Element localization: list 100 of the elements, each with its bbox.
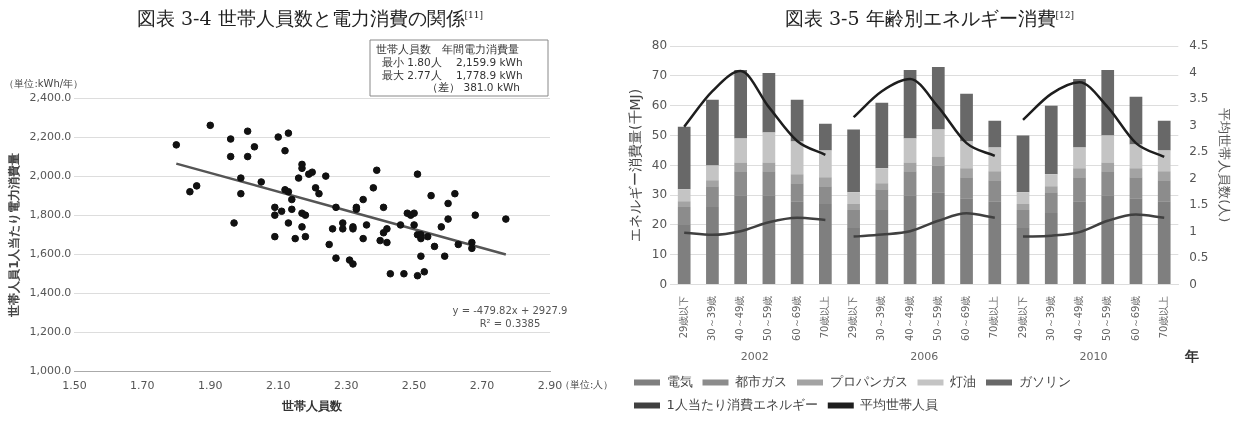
- bar: [875, 210, 889, 285]
- text: （差） 381.0 kWh: [427, 80, 520, 93]
- bar: [875, 183, 889, 190]
- bar: [875, 102, 889, 169]
- bar: [1044, 105, 1058, 175]
- bar: [734, 162, 748, 172]
- line-series: [682, 216, 827, 237]
- bar: [734, 171, 748, 196]
- bar: [960, 198, 973, 285]
- y2-tick-label: 3.5: [1189, 91, 1209, 106]
- bar: [1101, 70, 1115, 136]
- annotation: R² = 0.3385: [479, 317, 541, 329]
- bar: [960, 177, 973, 199]
- bar: [1101, 162, 1115, 172]
- x-tick-label: 2.30: [333, 378, 359, 392]
- bar: [762, 195, 776, 285]
- bar: [762, 132, 776, 163]
- x-tick-label: 50～59歳: [1101, 295, 1113, 341]
- bar: [1016, 192, 1030, 205]
- bar: [819, 204, 832, 285]
- bar: [875, 168, 889, 184]
- bar: [1016, 210, 1030, 228]
- y-tick-label: 60: [651, 97, 668, 112]
- bar: [931, 192, 945, 285]
- bar: [790, 174, 804, 184]
- y-axis-title: 世帯人員1人当たり電力消費量: [7, 152, 22, 318]
- y-tick-label: 1,400.0: [29, 286, 72, 300]
- bar: [847, 204, 860, 211]
- y-tick-label: 1,800.0: [29, 208, 72, 222]
- x-tick-label: 60～69歳: [960, 295, 972, 341]
- y2-tick-label: 2.5: [1189, 144, 1209, 159]
- y-tick-label: 10: [651, 246, 668, 261]
- bar: [931, 129, 945, 157]
- y-tick-label: 40: [651, 157, 668, 172]
- x-tick-label: 29歳以下: [677, 295, 689, 339]
- x-tick-label: 50～59歳: [931, 295, 943, 341]
- y2-axis-title: 平均世帯人員数(人): [1216, 108, 1232, 223]
- bar: [931, 165, 945, 193]
- bar: [931, 156, 945, 166]
- bar: [875, 189, 889, 211]
- line-series: [852, 77, 997, 158]
- y2-tick-label: 1.5: [1189, 197, 1209, 212]
- bar: [819, 123, 832, 151]
- bar: [1016, 135, 1030, 193]
- bar: [1044, 186, 1058, 193]
- x-tick-label: 40～49歳: [1073, 295, 1085, 341]
- bar: [734, 195, 748, 285]
- y-axis-title: エネルギー消費量(千MJ): [627, 88, 644, 242]
- line-series: [682, 69, 827, 157]
- chart-title: 図表 3-5 年齢別エネルギー消費$^{[12]}$: [783, 6, 1076, 32]
- legend-label: 平均世帯人員: [860, 396, 939, 412]
- bar: [960, 141, 973, 169]
- y-tick-label: 1,200.0: [29, 325, 72, 339]
- x-tick-label: 70歳以上: [988, 295, 1000, 339]
- bar: [1129, 177, 1143, 199]
- y-tick-label: 50: [651, 127, 668, 142]
- y2-tick-label: 4: [1189, 64, 1197, 79]
- x-tick-label: 30～39歳: [1044, 295, 1056, 341]
- bar: [1129, 198, 1143, 285]
- x-tick-label: 60～69歳: [790, 295, 802, 341]
- y2-tick-label: 1: [1189, 223, 1197, 238]
- text: 年: [1184, 347, 1200, 364]
- x-tick-label: 2.90: [537, 378, 563, 392]
- bar: [1073, 168, 1086, 178]
- bar: [677, 126, 691, 190]
- legend-label: 灯油: [950, 373, 976, 389]
- y2-tick-label: 0: [1189, 276, 1197, 291]
- legend-label: 電気: [666, 373, 693, 389]
- legend-label: ガソリン: [1018, 373, 1071, 389]
- y-tick-label: 30: [651, 187, 668, 202]
- y-tick-label: 2,200.0: [29, 129, 72, 143]
- bar: [1044, 213, 1058, 285]
- x-tick-label: 2.70: [469, 378, 495, 392]
- bar: [903, 171, 917, 196]
- bar: [1101, 195, 1115, 285]
- bar: [1044, 174, 1058, 187]
- bar: [1129, 168, 1143, 178]
- bar: [1073, 147, 1086, 169]
- x-tick-label: 1.50: [62, 378, 87, 392]
- text: 最小 1.80人 2,159.9 kWh: [382, 55, 523, 68]
- x-tick-label: 2.50: [401, 378, 427, 392]
- bar: [960, 168, 973, 178]
- chart-title: 図表 3-4 世帯人員数と電力消費の関係$^{[11]}$: [135, 6, 485, 32]
- bar: [988, 201, 1002, 285]
- x-tick-label: 1.70: [130, 378, 155, 392]
- bar: [988, 147, 1002, 172]
- bar: [819, 177, 832, 187]
- bar: [903, 70, 917, 139]
- text: 2010: [1079, 349, 1108, 363]
- x-tick-label: 40～49歳: [734, 295, 746, 341]
- bar: [1101, 171, 1115, 196]
- bar: [790, 201, 804, 285]
- y2-tick-label: 0.5: [1189, 250, 1209, 265]
- bar: [677, 201, 691, 208]
- legend-label: 都市ガス: [735, 373, 787, 389]
- legend-label: プロパンガス: [829, 373, 908, 389]
- bar: [706, 180, 719, 187]
- y-tick-label: 70: [651, 68, 668, 83]
- bar: [734, 138, 748, 163]
- y-tick-label: 1,000.0: [29, 364, 72, 378]
